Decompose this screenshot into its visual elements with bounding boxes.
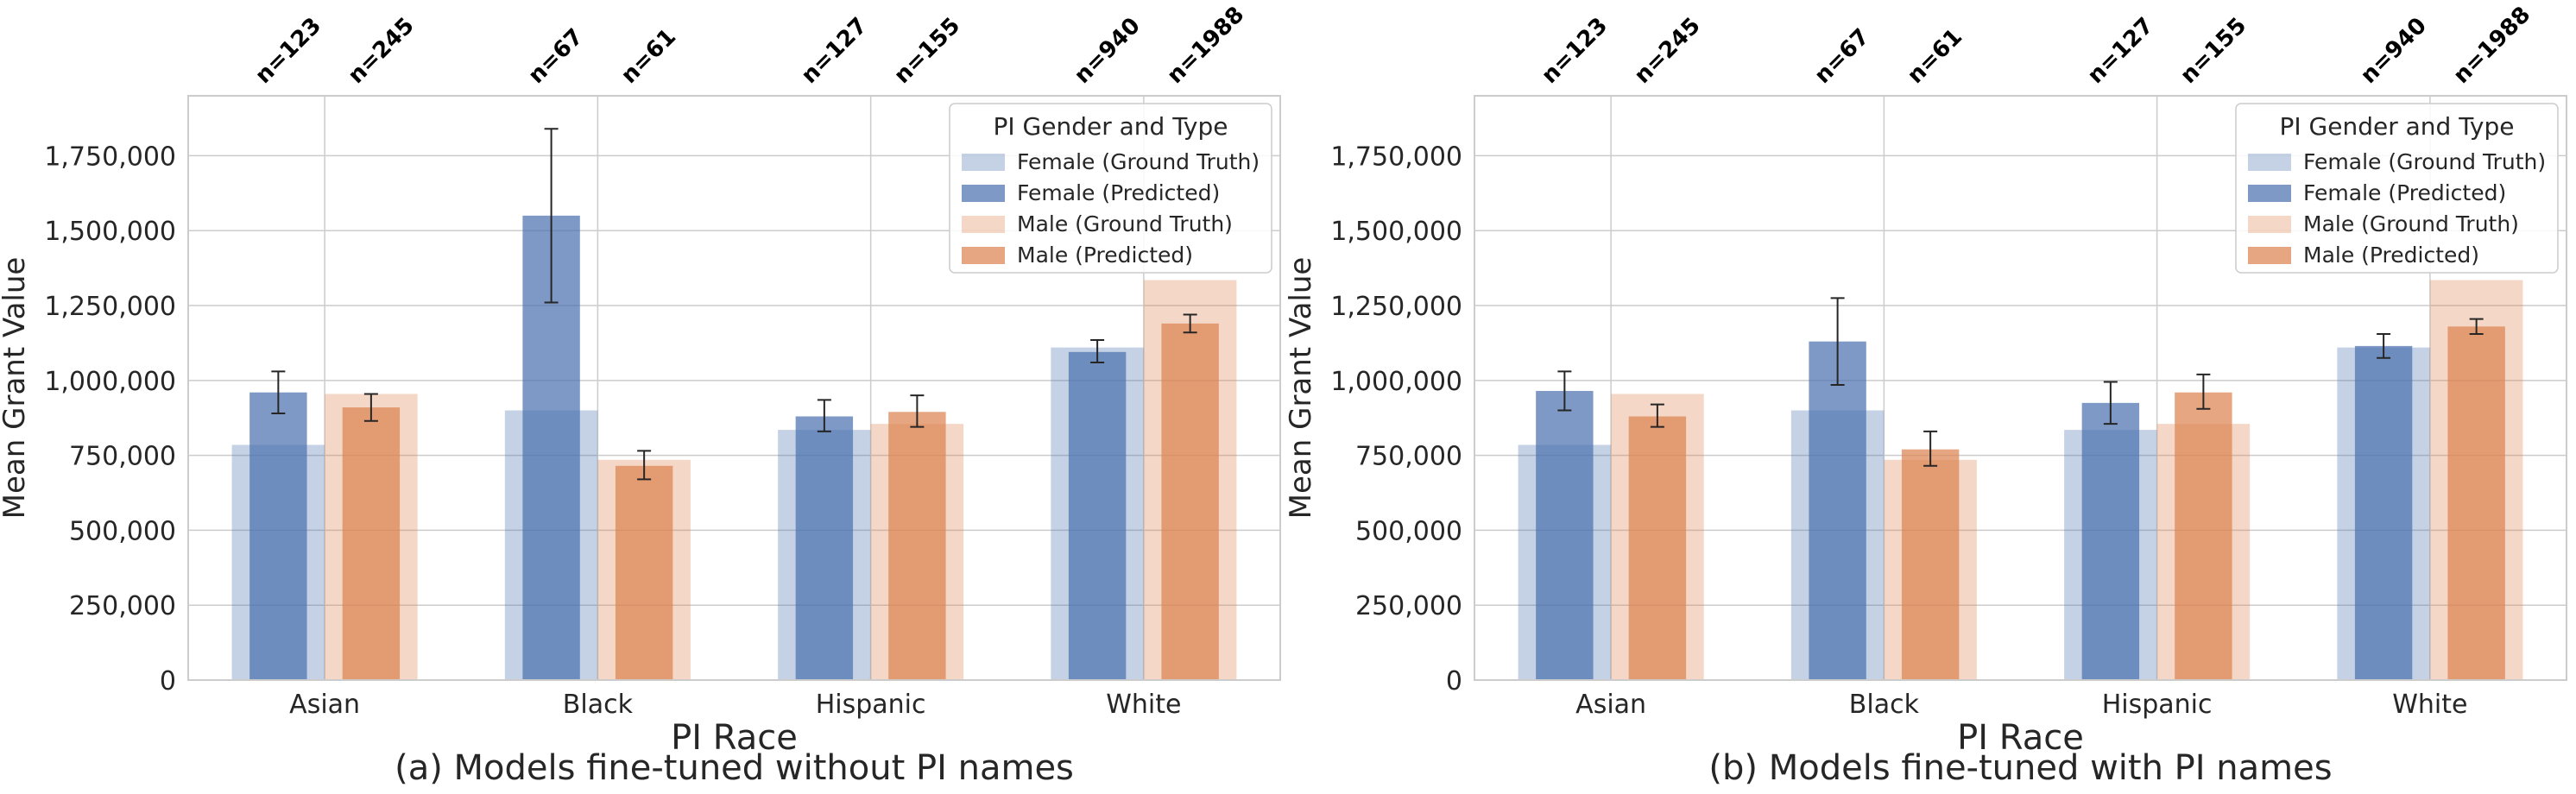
legend-entry: Male (Ground Truth) [1017, 211, 1233, 236]
legend-title: PI Gender and Type [993, 112, 1228, 141]
count-label: n=245 [344, 13, 420, 89]
x-tick-label: Asian [1575, 690, 1646, 720]
bar-male-predicted [2175, 392, 2232, 680]
bar-male-predicted [1628, 416, 1687, 680]
legend-entry: Female (Predicted) [2303, 180, 2506, 205]
y-tick-label: 500,000 [69, 516, 176, 546]
y-tick-label: 0 [1446, 666, 1462, 696]
y-tick-label: 1,000,000 [1330, 367, 1462, 397]
legend-swatch-female-ground-truth [2248, 154, 2291, 171]
count-label: n=155 [889, 13, 965, 89]
count-label: n=123 [250, 13, 326, 89]
y-axis-label: Mean Grant Value [1284, 257, 1318, 520]
bar-female-predicted [1536, 390, 1594, 680]
x-axis-label: PI Race [1957, 718, 2084, 758]
x-tick-label: Asian [289, 690, 360, 720]
x-axis-label: PI Race [671, 718, 798, 758]
count-label: n=67 [523, 24, 588, 89]
y-axis-label: Mean Grant Value [0, 257, 32, 520]
y-tick-label: 1,250,000 [1330, 292, 1462, 322]
legend-swatch-female-predicted [2248, 185, 2291, 202]
bar-female-predicted [1809, 341, 1866, 680]
count-label: n=61 [616, 24, 681, 89]
bar-male-predicted [342, 407, 401, 680]
bar-male-predicted [615, 465, 673, 680]
legend-entry: Male (Predicted) [1017, 243, 1193, 268]
count-label: n=940 [2356, 13, 2432, 89]
bar-female-predicted [249, 392, 307, 680]
legend-entry: Female (Ground Truth) [2303, 149, 2546, 174]
count-label: n=123 [1537, 13, 1613, 89]
y-tick-label: 1,750,000 [1330, 142, 1462, 172]
legend-frame [949, 103, 1272, 274]
x-tick-label: White [2392, 690, 2467, 720]
subfigure-caption: (b) Models fine-tuned with PI names [1708, 748, 2332, 788]
y-tick-label: 750,000 [69, 442, 176, 472]
legend-swatch-male-ground-truth [962, 216, 1005, 233]
subfigure-caption: (a) Models fine-tuned without PI names [395, 748, 1074, 788]
legend: PI Gender and Type Female (Ground Truth) F… [2235, 103, 2559, 274]
legend-entry: Female (Ground Truth) [1017, 149, 1260, 174]
bar-male-predicted [2447, 326, 2505, 680]
bar-female-predicted [2081, 402, 2140, 680]
legend-entry: Male (Predicted) [2303, 243, 2479, 268]
count-label: n=245 [1630, 13, 1706, 89]
y-tick-label: 0 [160, 666, 176, 696]
y-tick-label: 250,000 [1355, 591, 1462, 621]
legend-entry: Male (Ground Truth) [2303, 211, 2519, 236]
chart-panel-a: 0 250,000 500,000 750,000 1,000,000 1,250,000… [0, 2, 1281, 788]
count-label: n=127 [2083, 13, 2159, 89]
count-label: n=61 [1903, 24, 1967, 89]
y-tick-label: 250,000 [69, 591, 176, 621]
y-tick-label: 1,500,000 [44, 217, 176, 247]
legend-entry: Female (Predicted) [1017, 180, 1220, 205]
y-tick-label: 1,000,000 [44, 367, 176, 397]
chart-panel-b: 0 250,000 500,000 750,000 1,000,000 1,250,000… [1284, 2, 2567, 788]
legend-swatch-male-predicted [2248, 247, 2291, 264]
bar-female-predicted [1068, 351, 1127, 680]
bar-male-predicted [1161, 323, 1219, 680]
y-tick-label: 1,500,000 [1330, 217, 1462, 247]
bar-female-predicted [2354, 345, 2413, 680]
count-label: n=940 [1070, 13, 1146, 89]
y-tick-label: 1,750,000 [44, 142, 176, 172]
legend-swatch-female-predicted [962, 185, 1005, 202]
x-tick-label: Black [1849, 690, 1920, 720]
y-tick-label: 750,000 [1355, 442, 1462, 472]
y-tick-label: 1,250,000 [44, 292, 176, 322]
legend-swatch-female-ground-truth [962, 154, 1005, 171]
plot-frame [187, 95, 1281, 681]
count-label: n=127 [797, 13, 873, 89]
bar-male-predicted [1901, 449, 1960, 680]
count-label: n=155 [2175, 13, 2251, 89]
legend-frame [2235, 103, 2559, 274]
legend-title: PI Gender and Type [2279, 112, 2514, 141]
legend: PI Gender and Type Female (Ground Truth) F… [949, 103, 1272, 274]
count-label: n=1988 [2448, 2, 2535, 89]
x-tick-label: Hispanic [2102, 690, 2213, 720]
plot-frame [1474, 95, 2567, 681]
bar-female-predicted [795, 416, 854, 680]
count-label: n=67 [1809, 24, 1874, 89]
y-tick-label: 500,000 [1355, 516, 1462, 546]
legend-swatch-male-predicted [962, 247, 1005, 264]
legend-swatch-male-ground-truth [2248, 216, 2291, 233]
x-tick-label: Black [563, 690, 634, 720]
bar-male-predicted [888, 412, 946, 680]
count-label: n=1988 [1162, 2, 1249, 89]
x-tick-label: Hispanic [816, 690, 926, 720]
x-tick-label: White [1106, 690, 1181, 720]
